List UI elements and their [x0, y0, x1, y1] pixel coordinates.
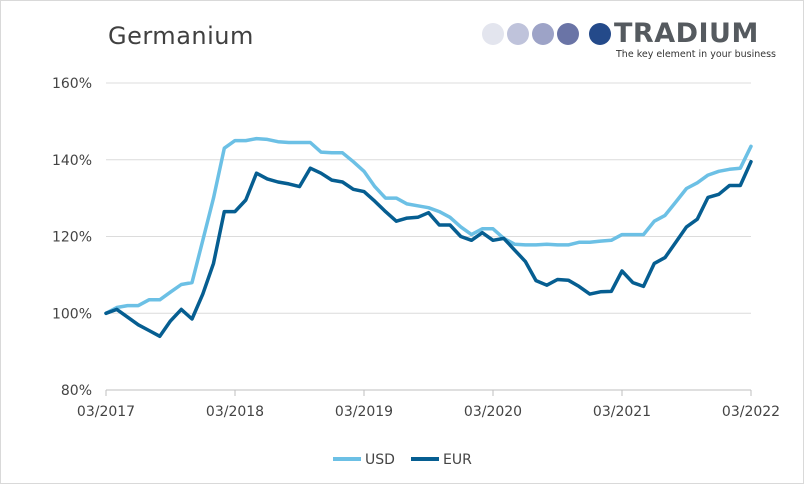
logo-brand-text: TRADIUM [614, 18, 759, 49]
logo-dot-3 [532, 23, 554, 45]
legend: USD EUR [333, 452, 472, 468]
x-tick-label: 03/2018 [206, 404, 264, 420]
x-tick-label: 03/2019 [335, 404, 393, 420]
x-tick-label: 03/2021 [593, 404, 651, 420]
chart-title: Germanium [108, 22, 254, 50]
legend-label-usd: USD [365, 452, 395, 468]
logo-tagline: The key element in your business [616, 49, 776, 60]
series-line-eur [104, 159, 753, 339]
tradium-logo: TRADIUM The key element in your business [482, 18, 776, 64]
x-axis: 03/2017 03/2018 03/2019 03/2020 03/2021 03/20… [77, 389, 780, 420]
legend-label-eur: EUR [443, 452, 472, 468]
y-tick-label: 140% [52, 153, 92, 169]
y-tick-label: 160% [52, 76, 92, 92]
x-tick-label: 03/2017 [77, 404, 135, 420]
x-tick-label: 03/2020 [464, 404, 522, 420]
y-tick-label: 80% [61, 383, 92, 399]
series-line-usd [104, 136, 753, 316]
logo-dot-1 [482, 23, 504, 45]
logo-dot-2 [507, 23, 529, 45]
y-tick-label: 120% [52, 230, 92, 246]
logo-dot-5 [589, 23, 611, 45]
y-axis-ticks: 80% 100% 120% 140% 160% [52, 76, 92, 399]
series-lines [104, 136, 753, 339]
gridlines [106, 82, 751, 314]
x-tick-label: 03/2022 [722, 404, 780, 420]
y-tick-label: 100% [52, 306, 92, 322]
logo-dot-4 [557, 23, 579, 45]
